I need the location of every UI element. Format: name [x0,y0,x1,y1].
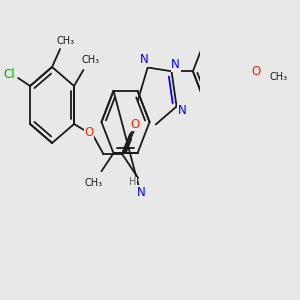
Text: Cl: Cl [3,68,15,80]
Text: H: H [129,177,136,187]
Text: O: O [251,65,260,78]
Text: N: N [136,185,145,199]
Text: N: N [140,53,149,66]
Text: N: N [178,103,186,117]
Text: CH₃: CH₃ [269,72,287,82]
Text: CH₃: CH₃ [56,36,74,46]
Text: CH₃: CH₃ [81,55,99,65]
Text: CH₃: CH₃ [84,178,103,188]
Text: N: N [171,58,180,71]
Text: O: O [84,125,93,139]
Text: O: O [131,118,140,130]
